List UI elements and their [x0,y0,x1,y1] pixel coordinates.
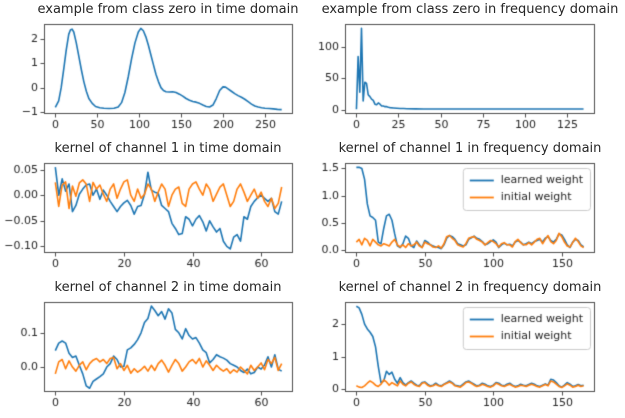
plot-canvas-kernel2-freq [313,278,625,418]
subplot-class-zero-frequency-domain: example from class zero in frequency dom… [313,0,625,139]
plot-canvas-kernel2-time [0,278,313,418]
subplot-kernel-channel2-time-domain: kernel of channel 2 in time domain [0,278,313,418]
plot-canvas-class-zero-time [0,0,313,139]
plot-canvas-kernel1-freq [313,139,625,278]
subplot-class-zero-time-domain: example from class zero in time domain [0,0,313,139]
plot-canvas-class-zero-freq [313,0,625,139]
subplot-kernel-channel2-frequency-domain: kernel of channel 2 in frequency domain [313,278,625,418]
subplot-kernel-channel1-time-domain: kernel of channel 1 in time domain [0,139,313,278]
plot-canvas-kernel1-time [0,139,313,278]
subplot-kernel-channel1-frequency-domain: kernel of channel 1 in frequency domain [313,139,625,278]
